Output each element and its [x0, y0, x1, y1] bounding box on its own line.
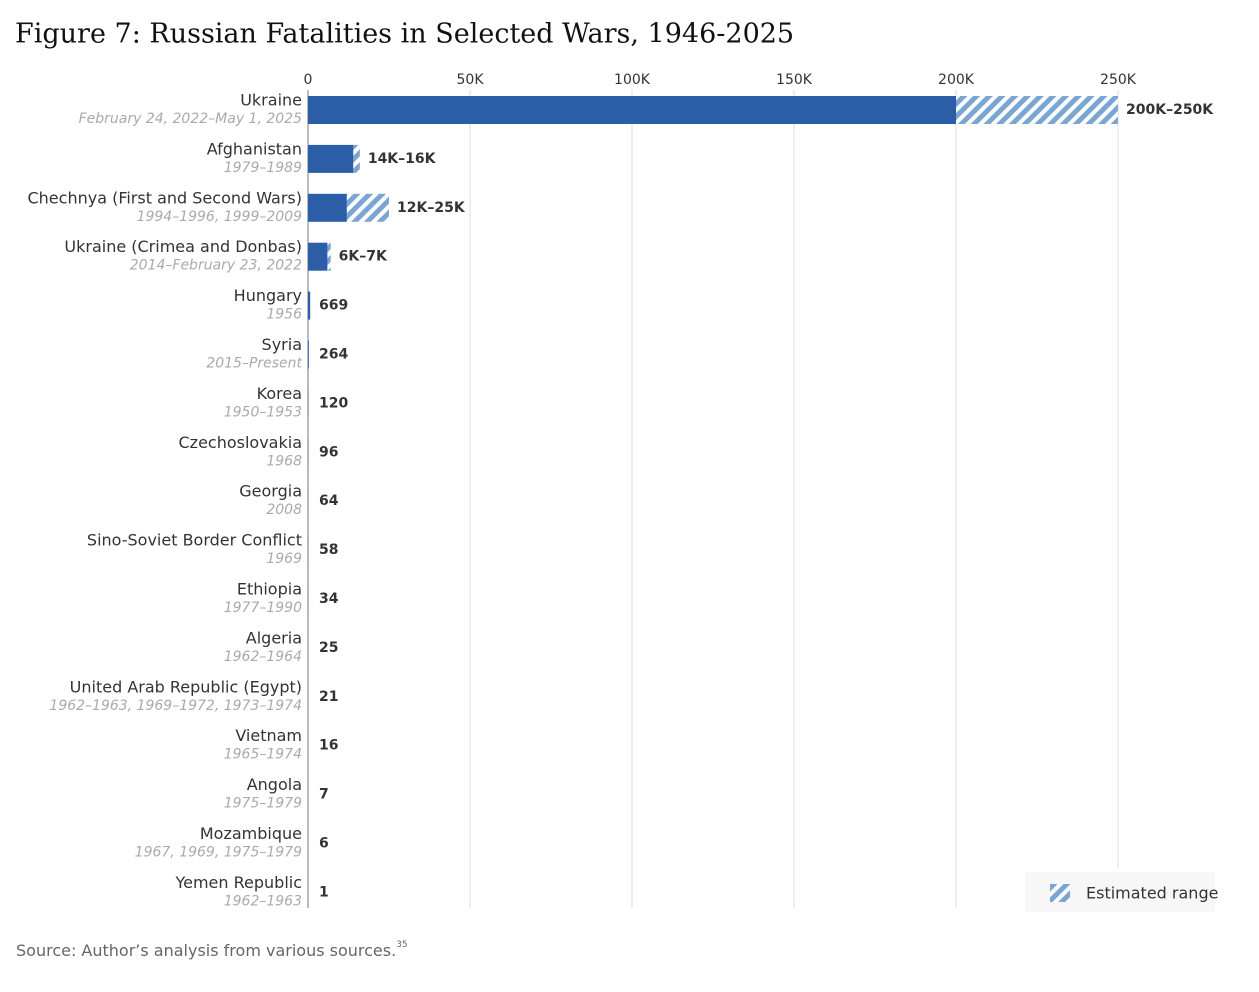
period-label: 1965–1974 — [224, 747, 302, 763]
range-bar — [956, 96, 1118, 124]
period-label: 1975–1979 — [224, 796, 302, 812]
category-label: Hungary — [234, 286, 302, 305]
legend-swatch — [1050, 884, 1070, 902]
value-label: 200K–250K — [1126, 102, 1214, 118]
range-bar — [353, 145, 359, 173]
bar — [308, 341, 309, 369]
value-label: 25 — [319, 640, 338, 656]
category-label: Ethiopia — [237, 580, 302, 599]
category-label: Ukraine — [240, 91, 302, 110]
category-label: Georgia — [239, 482, 302, 501]
category-label: Czechoslovakia — [179, 433, 303, 452]
period-label: 1962–1963, 1969–1972, 1973–1974 — [49, 698, 302, 714]
range-bar — [347, 194, 389, 222]
period-label: 1994–1996, 1999–2009 — [137, 209, 303, 225]
value-label: 21 — [319, 689, 338, 705]
period-label: 2015–Present — [206, 356, 302, 372]
period-label: 2014–February 23, 2022 — [130, 258, 302, 274]
value-label: 264 — [319, 347, 348, 363]
category-label: Syria — [262, 335, 302, 354]
legend-label: Estimated range — [1086, 884, 1218, 903]
bar — [308, 292, 310, 320]
footnote: 35 — [396, 940, 407, 950]
period-label: 1979–1989 — [224, 160, 302, 176]
period-label: 1956 — [266, 307, 302, 323]
category-label: Sino-Soviet Border Conflict — [87, 531, 302, 550]
period-label: 2008 — [266, 502, 302, 518]
category-label: Yemen Republic — [174, 873, 302, 892]
value-label: 1 — [319, 884, 329, 900]
category-label: Vietnam — [235, 726, 302, 745]
category-label: Angola — [247, 775, 302, 794]
category-label: Mozambique — [200, 824, 302, 843]
value-label: 58 — [319, 542, 338, 558]
period-label: 1968 — [266, 453, 302, 469]
category-label: Afghanistan — [207, 139, 302, 158]
value-label: 14K–16K — [368, 151, 437, 167]
category-label: Algeria — [246, 628, 302, 647]
value-label: 669 — [319, 298, 348, 314]
period-label: 1967, 1969, 1975–1979 — [135, 845, 302, 861]
value-label: 16 — [319, 738, 338, 754]
value-label: 120 — [319, 395, 348, 411]
x-tick-label: 100K — [614, 72, 651, 88]
x-tick-label: 0 — [304, 72, 313, 88]
x-tick-label: 50K — [457, 72, 485, 88]
value-label: 6K–7K — [339, 249, 388, 265]
x-tick-label: 150K — [776, 72, 813, 88]
category-label: Ukraine (Crimea and Donbas) — [64, 237, 302, 256]
value-label: 7 — [319, 787, 329, 803]
x-tick-label: 200K — [938, 72, 975, 88]
value-label: 34 — [319, 591, 339, 607]
period-label: 1950–1953 — [224, 404, 302, 420]
category-label: Korea — [257, 384, 302, 403]
period-label: 1962–1963 — [224, 893, 302, 909]
category-label: United Arab Republic (Egypt) — [70, 677, 302, 696]
period-label: February 24, 2022–May 1, 2025 — [79, 111, 303, 127]
value-label: 12K–25K — [397, 200, 466, 216]
period-label: 1969 — [266, 551, 302, 567]
chart-title: Figure 7: Russian Fatalities in Selected… — [15, 19, 794, 50]
value-label: 96 — [319, 444, 338, 460]
period-label: 1962–1964 — [224, 649, 302, 665]
period-label: 1977–1990 — [224, 600, 302, 616]
value-label: 6 — [319, 836, 329, 852]
bar — [308, 243, 327, 271]
source: Source: Author’s analysis from various s… — [16, 940, 408, 960]
bar — [308, 96, 956, 124]
value-label: 64 — [319, 493, 339, 509]
source-text: Source: Author’s analysis from various s… — [16, 941, 396, 960]
category-label: Chechnya (First and Second Wars) — [27, 188, 302, 207]
x-tick-label: 250K — [1100, 72, 1137, 88]
range-bar — [327, 243, 330, 271]
bar — [308, 145, 353, 173]
bar — [308, 194, 347, 222]
